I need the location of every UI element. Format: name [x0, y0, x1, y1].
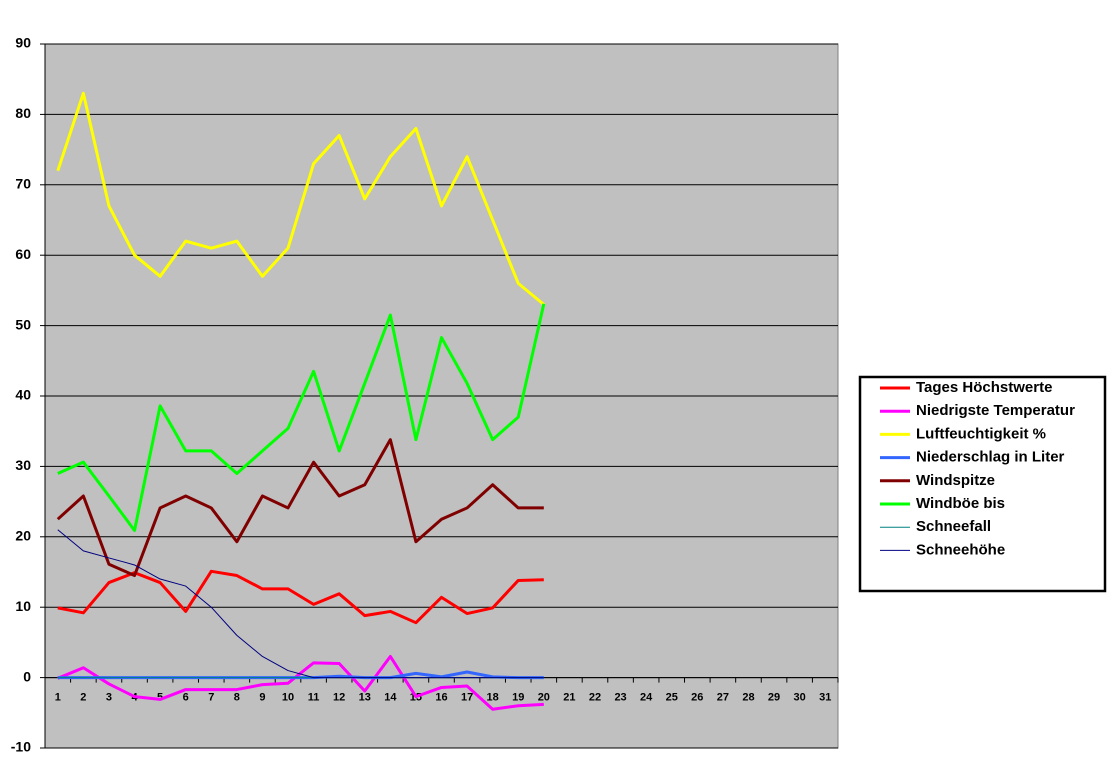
x-tick-label: 10: [282, 692, 294, 704]
legend-label: Luftfeuchtigkeit %: [916, 425, 1046, 442]
x-tick-label: 8: [234, 692, 240, 704]
x-tick-label: 19: [512, 692, 524, 704]
x-tick-label: 29: [768, 692, 780, 704]
x-tick-label: 9: [259, 692, 265, 704]
y-tick-label: 80: [15, 105, 31, 121]
series-line: [57, 303, 546, 532]
x-tick-label: 23: [614, 692, 626, 704]
x-tick-label: 22: [589, 692, 601, 704]
y-tick-label: 60: [15, 246, 31, 262]
y-tick-label: 30: [15, 457, 31, 473]
y-tick-label: 90: [15, 35, 31, 51]
x-tick-label: 7: [208, 692, 214, 704]
legend-label: Schneehöhe: [916, 541, 1005, 558]
x-tick-label: 17: [461, 692, 473, 704]
x-tick-label: 11: [308, 692, 320, 704]
x-tick-label: 24: [640, 692, 653, 704]
x-tick-label: 14: [384, 692, 397, 704]
x-tick-label: 12: [333, 692, 345, 704]
legend-label: Windböe bis: [916, 495, 1005, 512]
x-tick-label: 16: [435, 692, 447, 704]
x-tick-label: 31: [819, 692, 831, 704]
x-tick-label: 26: [691, 692, 703, 704]
legend-label: Windspitze: [916, 472, 995, 489]
x-tick-label: 25: [666, 692, 678, 704]
x-tick-label: 5: [157, 692, 163, 704]
x-tick-label: 3: [106, 692, 112, 704]
x-tick-label: 2: [80, 692, 86, 704]
y-tick-label: 40: [15, 387, 31, 403]
x-tick-label: 27: [717, 692, 729, 704]
x-tick-label: 20: [538, 692, 550, 704]
legend-label: Tages Höchstwerte: [916, 379, 1052, 396]
x-tick-label: 13: [359, 692, 371, 704]
series-line: [57, 529, 544, 679]
x-tick-label: 18: [487, 692, 499, 704]
x-tick-label: 21: [563, 692, 575, 704]
y-tick-label: -10: [11, 739, 31, 755]
legend-label: Niederschlag in Liter: [916, 449, 1065, 466]
x-tick-label: 30: [794, 692, 806, 704]
y-tick-label: 0: [23, 668, 31, 684]
y-tick-label: 70: [15, 176, 31, 192]
x-tick-label: 1: [55, 692, 61, 704]
x-tick-label: 28: [742, 692, 754, 704]
y-tick-label: 50: [15, 316, 31, 332]
y-tick-label: 10: [15, 598, 31, 614]
series-line: [56, 438, 544, 578]
series-line: [57, 569, 544, 625]
y-tick-label: 20: [15, 528, 31, 544]
legend-label: Niedrigste Temperatur: [916, 402, 1075, 419]
x-tick-label: 6: [183, 692, 189, 704]
series-line: [57, 654, 544, 711]
series-line: [56, 91, 545, 306]
legend-label: Schneefall: [916, 518, 991, 535]
